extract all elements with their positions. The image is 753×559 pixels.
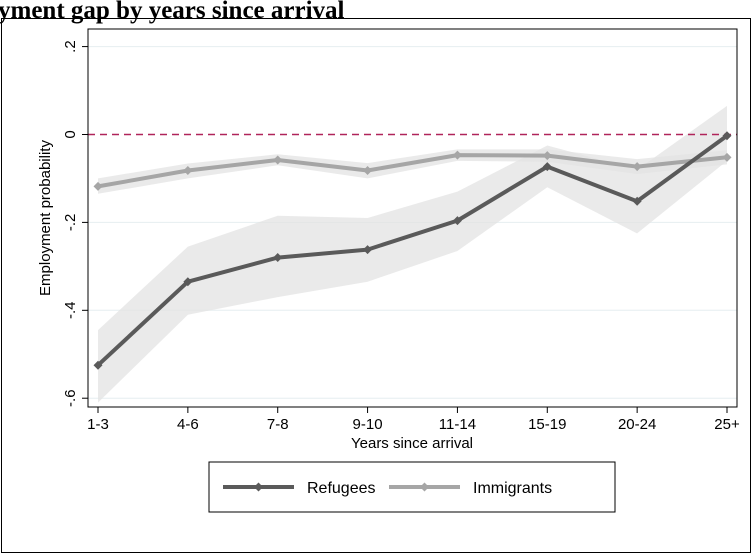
y-axis: .2 0 -.2 -.4 -.6 xyxy=(62,40,88,407)
confidence-band-0 xyxy=(98,105,727,403)
series-lines xyxy=(93,131,732,370)
x-tick-label-1: 4-6 xyxy=(177,416,199,433)
page-heading: yment gap by years since arrival xyxy=(0,0,345,24)
data-point-1-7 xyxy=(722,152,732,162)
series-line-0 xyxy=(96,134,729,367)
x-axis-title: Years since arrival xyxy=(351,435,473,452)
confidence-bands xyxy=(98,105,727,403)
y-tick-label-3: -.4 xyxy=(62,302,79,320)
y-tick-label-1: 0 xyxy=(62,130,79,138)
data-point-0-6 xyxy=(632,196,642,206)
legend-marker-1 xyxy=(420,482,429,492)
plot-frame xyxy=(87,28,738,408)
x-tick-label-5: 15-19 xyxy=(528,416,566,433)
data-point-0-1 xyxy=(183,277,193,287)
data-point-1-0 xyxy=(93,181,103,191)
data-point-0-0 xyxy=(93,360,103,370)
y-tick-label-2: -.2 xyxy=(62,214,79,232)
y-tick-label-4: -.6 xyxy=(62,389,79,407)
x-tick-label-4: 11-14 xyxy=(439,416,476,433)
data-point-1-3 xyxy=(363,166,373,176)
data-point-1-2 xyxy=(273,155,283,165)
data-point-0-7 xyxy=(722,131,732,141)
confidence-band-1 xyxy=(98,149,727,194)
legend: Refugees Immigrants xyxy=(208,461,616,513)
data-point-0-5 xyxy=(542,162,552,172)
x-tick-label-7: 25+ xyxy=(714,416,740,433)
graph-border xyxy=(1,18,751,553)
data-point-1-1 xyxy=(183,166,193,176)
x-axis: 1-3 4-6 7-8 9-10 11-14 15-19 20-24 25+ xyxy=(87,407,740,433)
y-tick-label-0: .2 xyxy=(62,40,79,53)
x-tick-label-2: 7-8 xyxy=(267,416,289,433)
x-tick-label-6: 20-24 xyxy=(618,416,656,433)
data-point-0-2 xyxy=(273,253,283,263)
x-tick-label-3: 9-10 xyxy=(353,416,383,433)
y-axis-title: Employment probability xyxy=(37,140,54,296)
data-point-1-6 xyxy=(632,162,642,172)
legend-label-0: Refugees xyxy=(307,480,376,497)
data-point-0-4 xyxy=(452,216,462,226)
data-point-0-3 xyxy=(363,245,373,255)
x-tick-label-0: 1-3 xyxy=(87,416,109,433)
data-point-1-4 xyxy=(452,150,462,160)
legend-entries: Refugees Immigrants xyxy=(223,480,552,497)
series-line-1 xyxy=(97,153,728,189)
legend-marker-0 xyxy=(254,482,263,492)
legend-label-1: Immigrants xyxy=(473,480,552,497)
data-point-1-5 xyxy=(542,151,552,161)
